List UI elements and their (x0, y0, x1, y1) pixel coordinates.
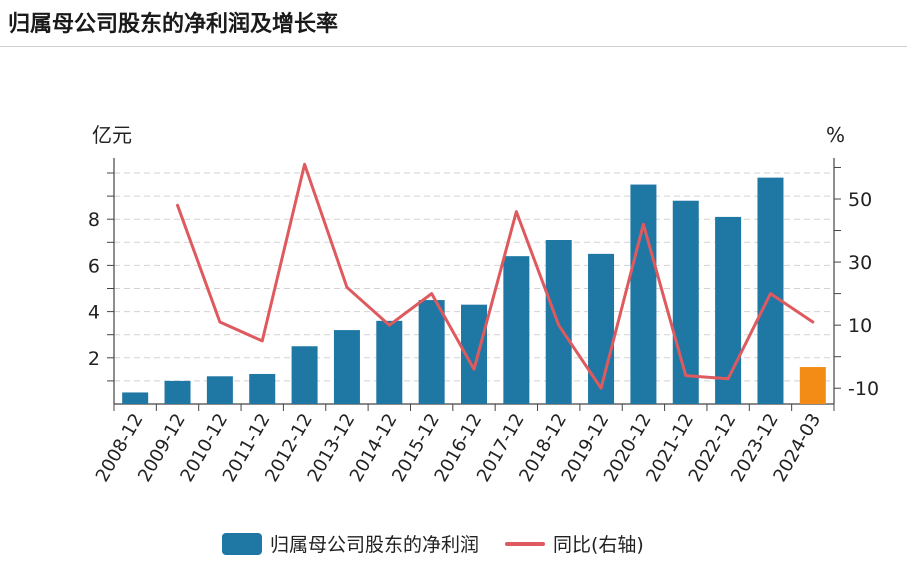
legend-swatch-line (505, 541, 546, 546)
left-axis-tick-label: 6 (88, 255, 100, 277)
bar (291, 346, 318, 404)
legend-label-line: 同比(右轴) (553, 534, 644, 556)
title-divider (0, 46, 907, 47)
bar (418, 300, 445, 404)
yoy-growth-line (176, 162, 815, 390)
chart-title: 归属母公司股东的净利润及增长率 (8, 12, 339, 37)
legend: 归属母公司股东的净利润 同比(右轴) (222, 530, 644, 557)
right-axis-tick-label: -10 (848, 378, 879, 400)
legend-swatch-bar (222, 532, 262, 555)
bar (630, 184, 657, 404)
bar (164, 380, 191, 404)
bar (715, 216, 742, 404)
bar (588, 253, 615, 404)
left-axis-label: 亿元 (92, 123, 132, 147)
bar (249, 373, 276, 404)
bar (333, 330, 360, 404)
legend-label-bar: 归属母公司股东的净利润 (270, 534, 480, 556)
right-axis-tick-label: 10 (848, 315, 872, 337)
right-axis-tick-label: 50 (848, 189, 872, 211)
bar (122, 392, 149, 404)
bar (757, 177, 784, 404)
right-axis-label: % (826, 123, 845, 147)
left-axis-tick-label: 8 (88, 209, 100, 231)
bar (376, 320, 403, 404)
left-axis-tick-label: 4 (88, 302, 100, 324)
right-axis-tick-label: 30 (848, 252, 872, 274)
left-axis-tick-label: 2 (88, 348, 100, 370)
bar (503, 256, 530, 404)
bar (799, 367, 826, 404)
bar (206, 376, 233, 404)
